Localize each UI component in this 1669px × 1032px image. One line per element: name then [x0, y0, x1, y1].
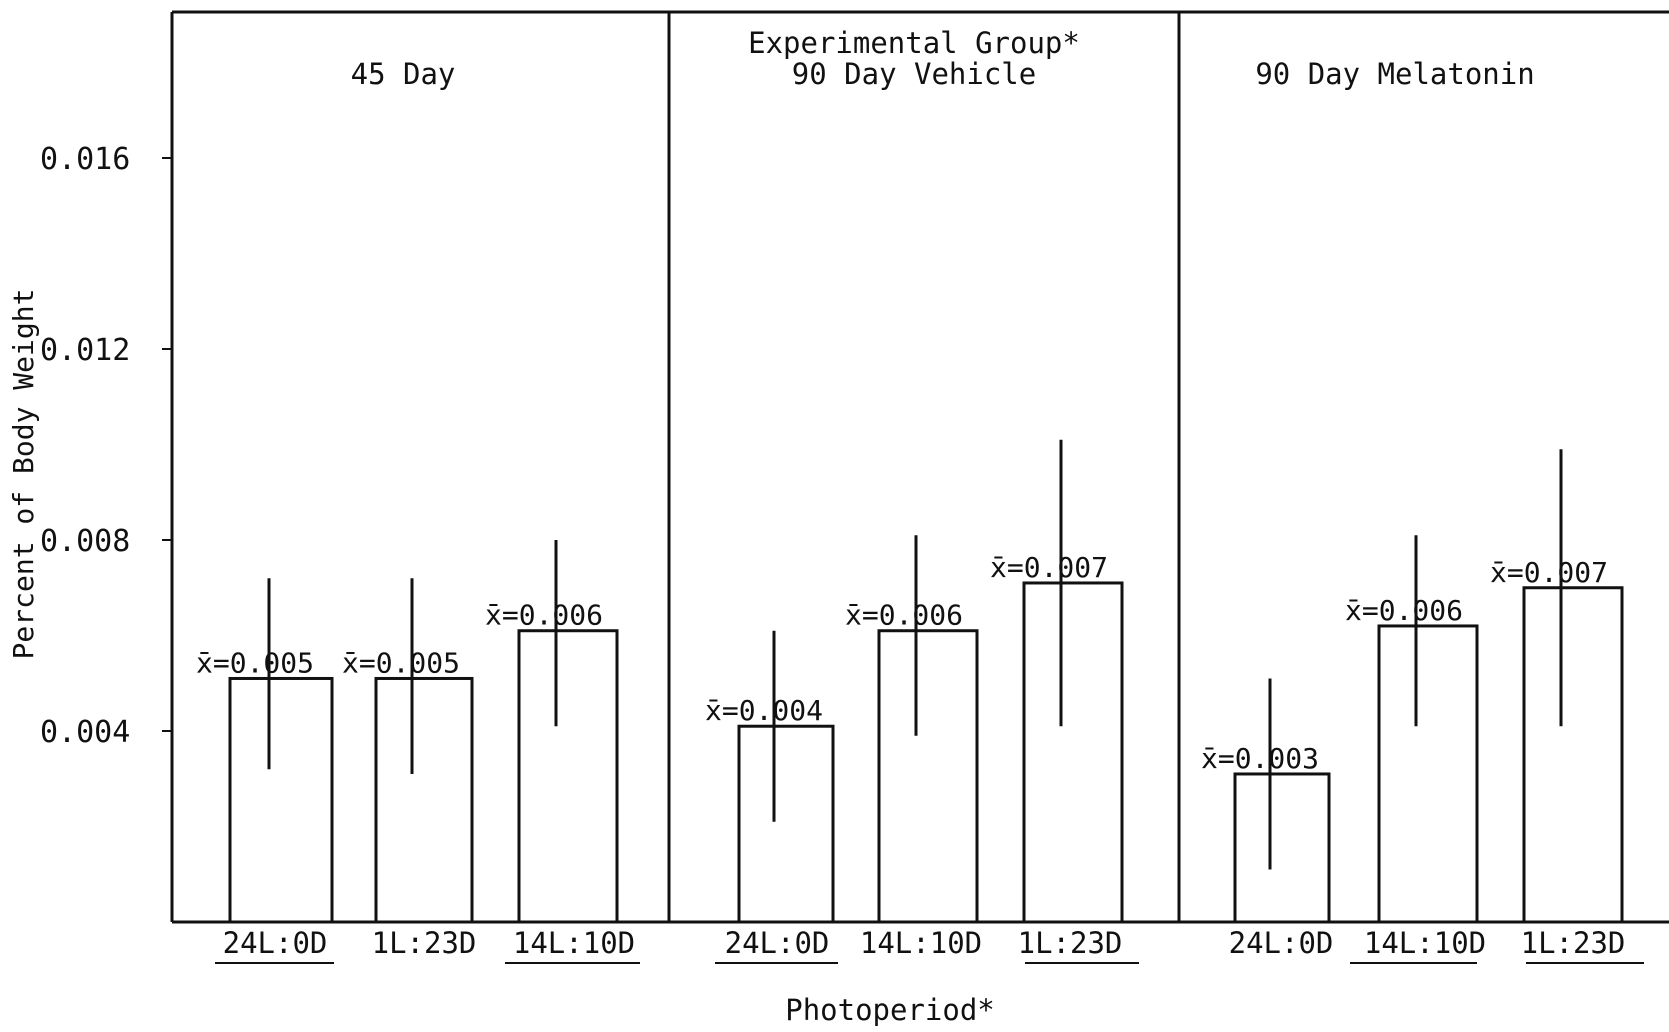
- x-tick-label: 24L:0D: [1229, 926, 1334, 960]
- x-tick-label: 1L:23D: [1018, 926, 1123, 960]
- y-ticks: 0.004 0.008 0.012 0.016: [40, 142, 172, 750]
- group-label: 90 Day Vehicle: [792, 57, 1036, 91]
- y-tick-label: 0.004: [40, 715, 130, 750]
- bar: [517, 629, 619, 924]
- bar: [374, 676, 474, 924]
- bar: [877, 629, 979, 924]
- group-label: 90 Day Melatonin: [1255, 57, 1534, 91]
- x-tick-label: 14L:10D: [1364, 926, 1486, 960]
- bar-groups: 45 Day x̄=0.005 24L:0D x̄=0.005 1L:23D x̄=0.0…: [196, 57, 1644, 964]
- data-label: x̄=0.004: [705, 694, 823, 727]
- x-axis-label: Photoperiod*: [785, 993, 995, 1027]
- bar: [1522, 586, 1624, 924]
- bar-group: 90 Day Melatonin x̄=0.003 24L:0D x̄=0.006 14…: [1201, 57, 1644, 964]
- x-tick-label: 24L:0D: [223, 926, 328, 960]
- data-label: x̄=0.006: [845, 599, 963, 632]
- x-tick-label: 1L:23D: [372, 926, 477, 960]
- data-label: x̄=0.005: [196, 646, 314, 679]
- bar: [1377, 624, 1479, 924]
- bar: [1022, 581, 1124, 924]
- x-tick-label: 1L:23D: [1521, 926, 1626, 960]
- y-tick-label: 0.016: [40, 142, 130, 177]
- data-label: x̄=0.003: [1201, 742, 1319, 775]
- bar-group: 45 Day x̄=0.005 24L:0D x̄=0.005 1L:23D x̄=0.0…: [196, 57, 640, 964]
- chart-title: Experimental Group*: [748, 26, 1080, 60]
- data-label: x̄=0.006: [485, 599, 603, 632]
- bar: [737, 724, 835, 924]
- data-label: x̄=0.007: [1490, 556, 1608, 589]
- x-tick-label: 14L:10D: [860, 926, 982, 960]
- bar: [1233, 772, 1331, 924]
- x-tick-label: 14L:10D: [513, 926, 635, 960]
- data-label: x̄=0.006: [1345, 594, 1463, 627]
- data-label: x̄=0.005: [342, 646, 460, 679]
- x-tick-label: 24L:0D: [725, 926, 830, 960]
- data-label: x̄=0.007: [990, 551, 1108, 584]
- y-tick-label: 0.012: [40, 333, 130, 368]
- bar: [228, 676, 334, 924]
- y-tick-label: 0.008: [40, 524, 130, 559]
- y-axis-label: Percent of Body Weight: [7, 289, 40, 660]
- group-label: 45 Day: [351, 57, 456, 91]
- bar-group: 90 Day Vehicle x̄=0.004 24L:0D x̄=0.006 14L:…: [705, 57, 1139, 964]
